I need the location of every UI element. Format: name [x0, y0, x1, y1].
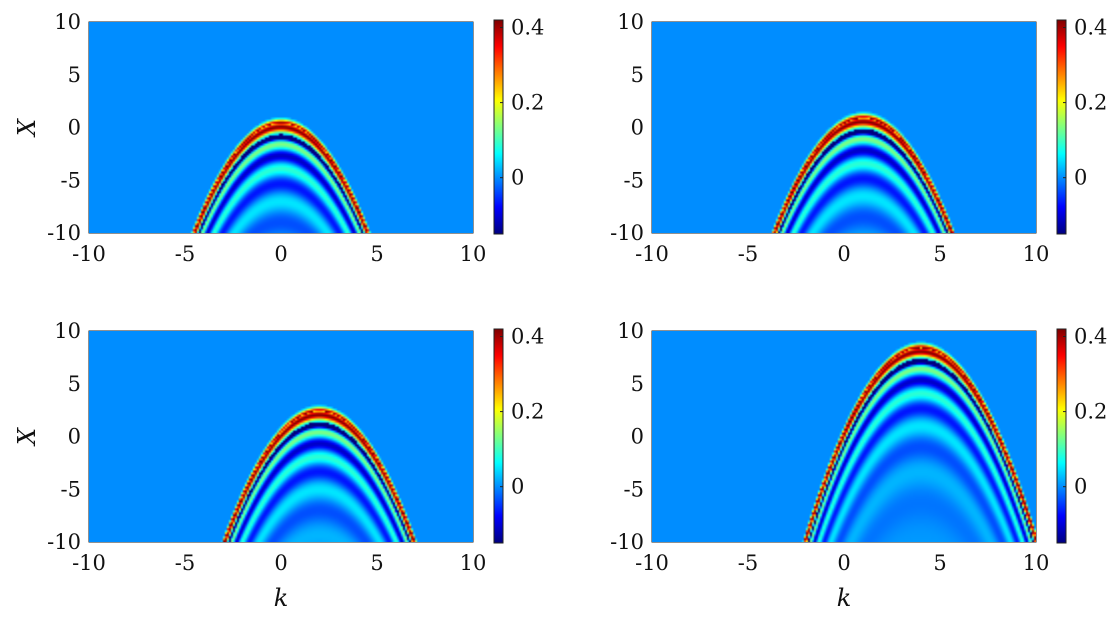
x-tick-label: 5: [370, 551, 383, 575]
x-tick-label: 10: [460, 242, 487, 266]
x-tick-label: -5: [738, 242, 758, 266]
y-tick-label: -10: [610, 221, 644, 245]
colorbar-tick-label: 0: [511, 166, 524, 190]
x-tick-label: 5: [933, 242, 946, 266]
y-tick-label: -5: [61, 168, 81, 192]
x-tick-label: 5: [933, 551, 946, 575]
x-tick-label: 0: [274, 242, 287, 266]
x-tick-label: 0: [837, 242, 850, 266]
y-axis-label: X: [13, 118, 41, 138]
colorbar-tick-label: 0.4: [1074, 16, 1107, 40]
colorbar-tick-label: 0: [511, 475, 524, 499]
y-tick-label: 10: [54, 10, 81, 34]
y-tick-label: 10: [54, 319, 81, 343]
colorbar-frame: [1056, 328, 1067, 544]
colorbar-tick-label: 0.4: [511, 16, 544, 40]
x-tick-label: 0: [837, 551, 850, 575]
colorbar-gradient: [1057, 20, 1066, 234]
y-tick-label: -5: [624, 477, 644, 501]
colorbar: 0.4 0.2 0: [493, 325, 544, 544]
y-tick-label: 10: [617, 319, 644, 343]
heatmap-image-1: [652, 22, 1036, 233]
x-tick-label: -10: [635, 242, 669, 266]
colorbar-gradient: [494, 20, 503, 234]
y-tick-label: 0: [631, 116, 644, 140]
y-tick-label: 5: [631, 63, 644, 87]
x-tick-label: -10: [635, 551, 669, 575]
y-tick-label: 5: [68, 63, 81, 87]
x-axis-label: k: [274, 584, 289, 612]
y-tick-label: 0: [631, 425, 644, 449]
colorbar-tick-label: 0.2: [1074, 400, 1107, 424]
x-tick-label: -5: [175, 242, 195, 266]
colorbar-tick-label: 0: [1074, 475, 1087, 499]
colorbar: 0.4 0.2 0: [1056, 325, 1107, 544]
colorbar-tick-label: 0.4: [1074, 325, 1107, 349]
x-tick-label: -10: [72, 551, 106, 575]
y-tick-label: 0: [68, 116, 81, 140]
x-tick-label: -10: [72, 242, 106, 266]
x-tick-label: -5: [738, 551, 758, 575]
y-tick-label: -5: [624, 168, 644, 192]
colorbar-gradient: [494, 329, 503, 543]
heatmap-image-2: [89, 331, 473, 542]
x-tick-label: 5: [370, 242, 383, 266]
x-tick-label: 10: [460, 551, 487, 575]
colorbar-frame: [493, 328, 504, 544]
y-tick-label: 0: [68, 425, 81, 449]
y-tick-label: 5: [631, 372, 644, 396]
colorbar: 0.4 0.2 0: [493, 16, 544, 235]
colorbar-frame: [493, 19, 504, 235]
colorbar-tick-label: 0.2: [1074, 91, 1107, 115]
colorbar-tick-label: 0.2: [511, 91, 544, 115]
x-tick-label: 0: [274, 551, 287, 575]
y-tick-label: 10: [617, 10, 644, 34]
y-axis-label: X: [13, 427, 41, 447]
y-tick-label: -10: [47, 221, 81, 245]
x-tick-label: 10: [1023, 242, 1050, 266]
y-tick-label: -10: [610, 530, 644, 554]
colorbar: 0.4 0.2 0: [1056, 16, 1107, 235]
colorbar-tick-label: 0: [1074, 166, 1087, 190]
x-tick-label: 10: [1023, 551, 1050, 575]
y-tick-label: -5: [61, 477, 81, 501]
x-axis-label: k: [837, 584, 852, 612]
heatmap-image-0: [89, 22, 473, 233]
colorbar-tick-label: 0.4: [511, 325, 544, 349]
colorbar-frame: [1056, 19, 1067, 235]
y-tick-label: 5: [68, 372, 81, 396]
y-tick-label: -10: [47, 530, 81, 554]
colorbar-gradient: [1057, 329, 1066, 543]
heatmap-image-3: [652, 331, 1036, 542]
colorbar-tick-label: 0.2: [511, 400, 544, 424]
x-tick-label: -5: [175, 551, 195, 575]
